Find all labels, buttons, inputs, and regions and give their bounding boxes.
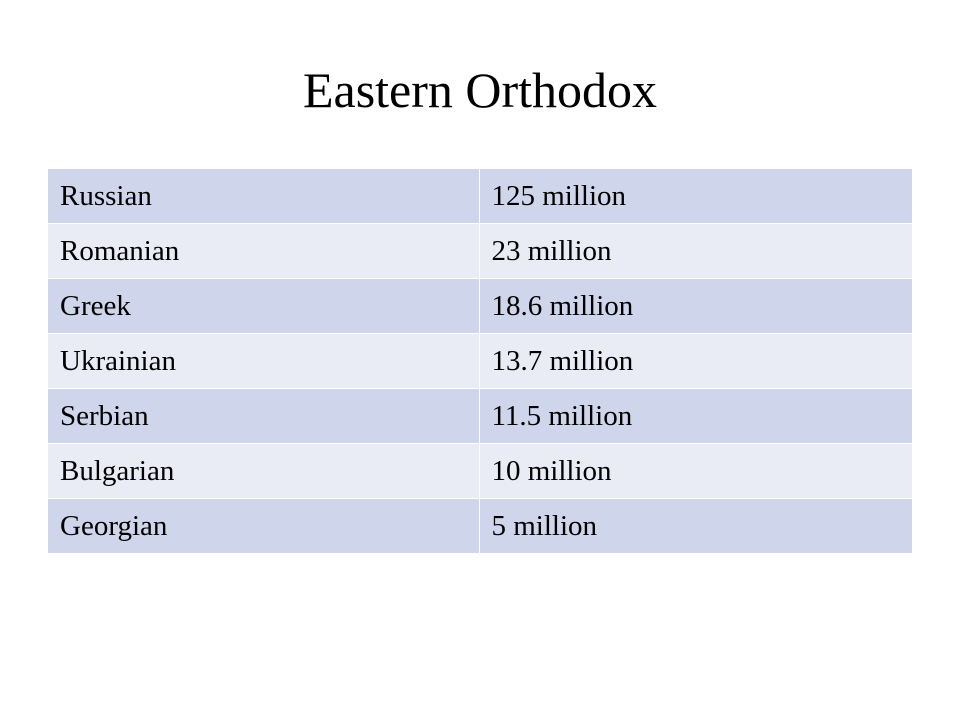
- church-name: Serbian: [48, 388, 480, 444]
- membership: 18.6 million: [478, 278, 912, 334]
- slide-title: Eastern Orthodox: [302, 62, 658, 118]
- membership: 10 million: [478, 443, 912, 499]
- table-row: Georgian 5 million: [48, 498, 912, 554]
- table-row: Greek 18.6 million: [48, 278, 912, 334]
- data-table: Russian 125 million Romanian 23 million Gree…: [48, 168, 912, 554]
- table-row: Serbian 11.5 million: [48, 388, 912, 444]
- membership: 5 million: [478, 498, 912, 554]
- church-name: Greek: [48, 278, 480, 334]
- table-row: Russian 125 million: [48, 168, 912, 224]
- membership: 23 million: [478, 223, 912, 279]
- table-row: Romanian 23 million: [48, 223, 912, 279]
- church-name: Romanian: [48, 223, 480, 279]
- membership: 125 million: [478, 168, 912, 224]
- church-name: Russian: [48, 168, 480, 224]
- membership: 13.7 million: [478, 333, 912, 389]
- table-body: Russian 125 million Romanian 23 million Gree…: [48, 168, 912, 554]
- membership: 11.5 million: [478, 388, 912, 444]
- church-name: Georgian: [48, 498, 480, 554]
- church-name: Bulgarian: [48, 443, 480, 499]
- table-row: Ukrainian 13.7 million: [48, 333, 912, 389]
- church-name: Ukrainian: [48, 333, 480, 389]
- table-row: Bulgarian 10 million: [48, 443, 912, 499]
